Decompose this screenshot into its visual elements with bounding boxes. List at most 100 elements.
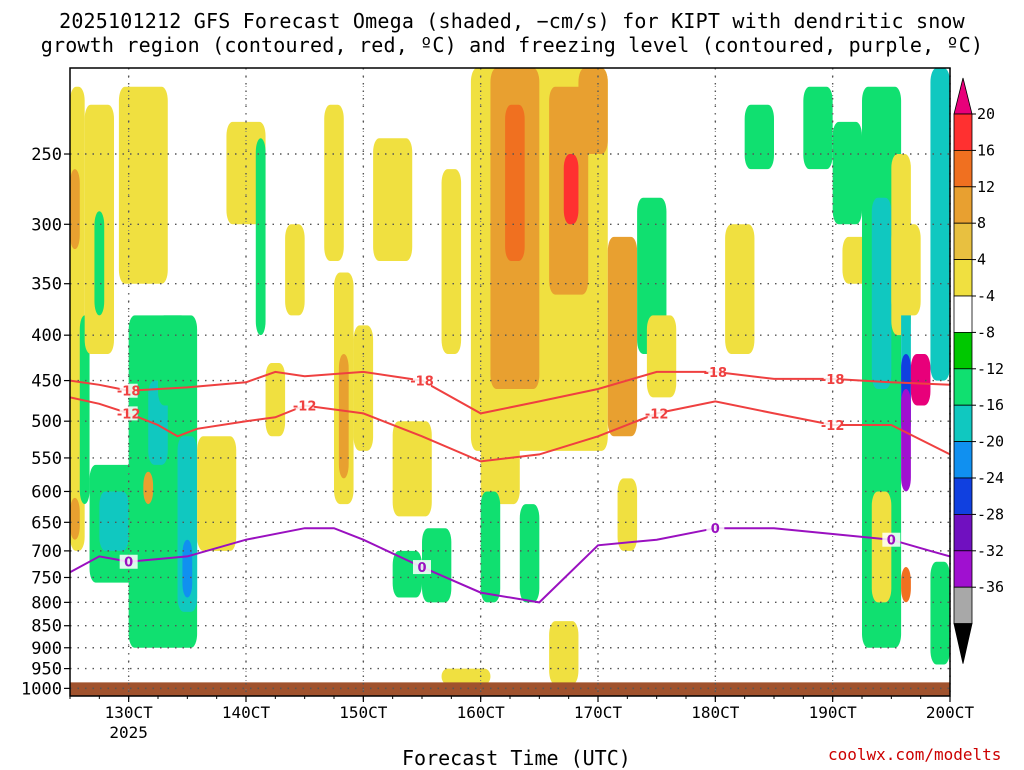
- omega-cell: [871, 197, 892, 390]
- y-tick-label: 450: [31, 372, 62, 392]
- contour-label-bg: [413, 373, 431, 388]
- contour-label-bg: [295, 398, 314, 413]
- omega-cell: [143, 471, 154, 505]
- chart-title-line-1: 2025101212 GFS Forecast Omega (shaded, −…: [59, 9, 965, 33]
- x-tick-label: 200CT: [926, 703, 975, 722]
- contour-label: -18: [117, 385, 141, 400]
- colorbar-label: -4: [977, 287, 995, 305]
- contour-label: -12: [645, 407, 669, 422]
- omega-cell: [79, 315, 90, 505]
- source-credit: coolwx.com/modelts: [828, 745, 1002, 764]
- contour-label: 0: [417, 561, 426, 576]
- colorbar-swatch: [953, 477, 973, 515]
- x-tick-label: 180CT: [691, 703, 740, 722]
- colorbar-swatch: [953, 331, 973, 370]
- omega-cell: [99, 491, 129, 551]
- y-axis: 2503003504004505005506006507007508008509…: [21, 145, 70, 699]
- omega-cell: [646, 315, 677, 398]
- dgz-contour--12: [70, 396, 950, 463]
- colorbar-label: -24: [977, 469, 1004, 487]
- omega-cell: [94, 211, 105, 316]
- omega-cell: [480, 491, 501, 603]
- y-tick-label: 250: [31, 145, 62, 165]
- colorbar-label: -36: [977, 578, 1004, 596]
- omega-cell: [182, 539, 193, 598]
- contour-label: 0: [887, 534, 896, 549]
- omega-cell: [617, 478, 638, 551]
- contour-label-bg: [647, 406, 666, 421]
- omega-cell: [901, 567, 911, 603]
- contour-label-bg: [119, 383, 138, 398]
- colorbar-label: 4: [977, 251, 986, 269]
- contour-label: -12: [293, 399, 317, 414]
- x-tick-label: 170CT: [574, 703, 623, 722]
- colorbar-label: -8: [977, 323, 995, 341]
- colorbar-bottom-arrow: [953, 623, 973, 664]
- x-tick-label: 130CT: [105, 703, 154, 722]
- y-tick-label: 300: [31, 215, 62, 235]
- y-tick-label: 600: [31, 482, 62, 502]
- contour-label-bg: [882, 532, 901, 547]
- colorbar-swatch: [953, 368, 973, 406]
- omega-cell: [725, 224, 755, 354]
- chart-title-line-2: growth region (contoured, red, ºC) and f…: [40, 33, 984, 57]
- omega-cell: [392, 421, 432, 517]
- colorbar-swatch: [953, 259, 973, 297]
- colorbar-swatch: [953, 586, 973, 625]
- contour-label-bg: [706, 364, 725, 379]
- y-tick-label: 750: [31, 568, 62, 588]
- contour-label-bg: [413, 560, 431, 575]
- omega-cell: [338, 353, 349, 479]
- omega-cell: [930, 561, 950, 665]
- omega-cell: [549, 621, 579, 685]
- omega-cell: [910, 353, 931, 406]
- omega-cell: [505, 104, 525, 262]
- omega-cell: [70, 497, 80, 540]
- colorbar-swatch: [953, 550, 973, 588]
- omega-cell: [255, 138, 266, 336]
- y-tick-label: 550: [31, 449, 62, 469]
- colorbar-swatch: [953, 514, 973, 552]
- omega-cell: [607, 236, 638, 437]
- omega-cell: [441, 668, 491, 685]
- contour-label-bg: [823, 371, 842, 386]
- omega-cell: [118, 86, 168, 284]
- omega-cell: [637, 197, 667, 354]
- omega-shading: [70, 68, 950, 696]
- colorbar-swatch: [953, 222, 973, 260]
- x-tick-label: 140CT: [222, 703, 271, 722]
- colorbar-label: -32: [977, 542, 1004, 560]
- omega-cell: [871, 491, 892, 603]
- omega-cell: [578, 68, 608, 155]
- y-tick-label: 850: [31, 617, 62, 637]
- colorbar-label: -12: [977, 360, 1004, 378]
- colorbar: 20 16 12 8 4 -4 -8 -12 -16 -20 -24 -28 -32 -36: [953, 77, 1004, 664]
- omega-cell: [285, 224, 305, 316]
- y-tick-label: 950: [31, 660, 62, 680]
- omega-cell: [832, 121, 862, 225]
- temperature-contours: -18 -18 -18 -18 -12 -12 -12 -12 0 0 0 0: [70, 364, 950, 604]
- dgz-contour--18: [70, 370, 950, 415]
- colorbar-swatch: [953, 149, 973, 188]
- colorbar-swatch: [953, 113, 973, 151]
- omega-cell: [480, 405, 520, 505]
- x-tick-label: 160CT: [457, 703, 506, 722]
- freezing-level-contour: [70, 527, 950, 604]
- contour-label-bg: [823, 418, 842, 433]
- colorbar-label: 8: [977, 214, 986, 232]
- contour-label-bg: [119, 406, 138, 421]
- colorbar-top-arrow: [953, 77, 973, 115]
- omega-cell: [519, 504, 540, 603]
- ground-band: [70, 682, 950, 696]
- contour-label: 0: [124, 556, 133, 571]
- y-tick-label: 700: [31, 542, 62, 562]
- colorbar-swatch: [953, 441, 973, 479]
- colorbar-swatch: [953, 186, 973, 224]
- contour-label-bg: [119, 554, 138, 569]
- colorbar-label: -28: [977, 505, 1004, 523]
- omega-cell: [422, 528, 452, 603]
- colorbar-label: 20: [977, 105, 995, 123]
- contour-label: -12: [117, 407, 141, 422]
- contour-label: 0: [711, 522, 720, 537]
